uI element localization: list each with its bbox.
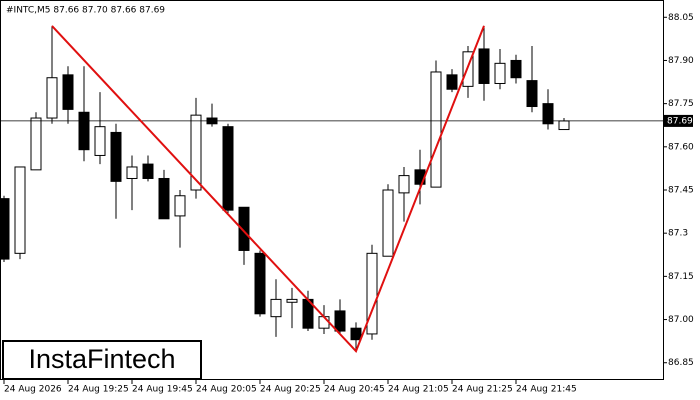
candle-body [14, 166, 26, 254]
candle-body [62, 74, 74, 110]
candle-body [286, 298, 298, 303]
y-tick-label: 87.60 [668, 142, 694, 152]
candle-body [366, 252, 378, 335]
x-tick-label: 24 Aug 20:25 [260, 385, 321, 395]
candle-body [222, 126, 234, 211]
y-tick-label: 87.90 [668, 56, 694, 66]
candle-body [350, 327, 362, 341]
candle-body [510, 59, 522, 79]
candle-body [494, 62, 506, 84]
candle-body [190, 114, 202, 191]
y-tick-label: 86.85 [668, 358, 694, 368]
x-tick-label: 24 Aug 20:45 [324, 385, 385, 395]
candle-body [46, 77, 58, 119]
candle-body [158, 177, 170, 220]
current-price-label: 87.69 [667, 116, 693, 126]
x-tick-label: 24 Aug 21:25 [452, 385, 513, 395]
candle-body [270, 298, 282, 318]
candle-body [430, 71, 442, 188]
y-tick-label: 88.05 [668, 13, 694, 23]
candle-body [30, 117, 42, 171]
candle-body [382, 189, 394, 257]
candle-body [142, 163, 154, 179]
chart-title: #INTC,M5 87.66 87.70 87.66 87.69 [6, 6, 165, 16]
y-tick-label: 87.3 [668, 229, 688, 239]
candle-body [558, 120, 570, 131]
candle-body [126, 166, 138, 179]
x-tick-label: 24 Aug 2026 [4, 385, 62, 395]
current-price-box [663, 114, 693, 127]
watermark-box [2, 340, 202, 380]
y-tick-label: 87.45 [668, 186, 694, 196]
candle-body [542, 103, 554, 125]
x-tick-label: 24 Aug 19:45 [132, 385, 193, 395]
x-tick-label: 24 Aug 19:25 [68, 385, 129, 395]
candle-body [174, 195, 186, 217]
x-tick-label: 24 Aug 21:05 [388, 385, 449, 395]
candle-body [94, 126, 106, 156]
candle-body [238, 206, 250, 251]
y-tick-label: 87.00 [668, 315, 694, 325]
candle-body [0, 198, 10, 260]
candle-body [254, 252, 266, 315]
x-tick-label: 24 Aug 20:05 [196, 385, 257, 395]
candle-body [446, 74, 458, 90]
candle-body [478, 48, 490, 84]
pattern-line [51, 25, 485, 354]
x-tick-label: 24 Aug 21:45 [516, 385, 577, 395]
y-tick-label: 87.75 [668, 99, 694, 109]
plot-frame [0, 0, 664, 380]
candle-body [526, 80, 538, 108]
candle-body [334, 310, 346, 332]
y-tick-label: 87.15 [668, 272, 694, 282]
candle-body [110, 131, 122, 182]
watermark: InstaFintech [28, 344, 175, 374]
candle-body [398, 175, 410, 194]
candle-body [78, 111, 90, 151]
